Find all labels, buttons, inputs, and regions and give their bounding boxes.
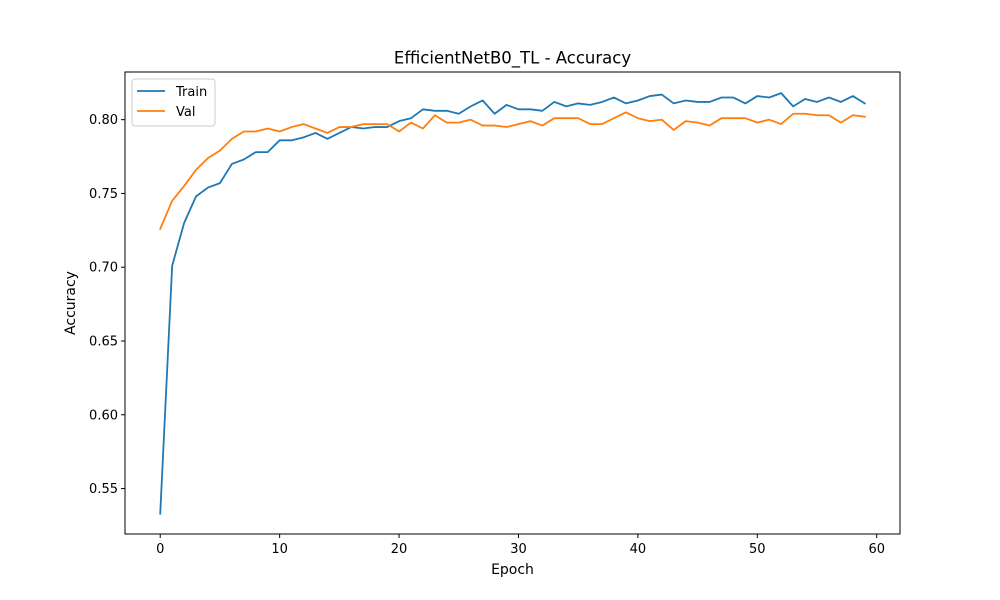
legend: Train Val — [131, 78, 216, 127]
y-axis-title: Accuracy — [63, 271, 79, 335]
series-line-train — [159, 92, 867, 515]
x-tick-label: 30 — [510, 542, 527, 557]
x-axis-title: Epoch — [491, 562, 534, 578]
legend-val-label: Val — [176, 105, 195, 120]
y-tick-label: 0.80 — [89, 113, 118, 128]
y-tick-label: 0.75 — [89, 187, 118, 202]
x-tick-label: 40 — [630, 542, 647, 557]
y-axis-ticks: 0.55 0.60 0.65 0.70 0.75 0.80 — [89, 113, 125, 497]
y-tick-label: 0.55 — [89, 482, 118, 497]
y-tick-label: 0.65 — [89, 334, 118, 349]
chart-title: EfficientNetB0_TL - Accuracy — [394, 49, 631, 69]
y-tick-label: 0.70 — [89, 261, 118, 276]
y-tick-label: 0.60 — [89, 408, 118, 423]
series-layer — [159, 92, 867, 515]
legend-train-label: Train — [175, 85, 207, 100]
x-tick-label: 20 — [391, 542, 408, 557]
series-line-val — [159, 111, 866, 231]
x-tick-label: 10 — [271, 542, 288, 557]
x-tick-label: 50 — [749, 542, 766, 557]
plot-frame — [124, 71, 901, 535]
x-tick-label: 0 — [156, 542, 164, 557]
x-axis-ticks: 0 10 20 30 40 50 60 — [156, 534, 885, 557]
x-tick-label: 60 — [868, 542, 885, 557]
